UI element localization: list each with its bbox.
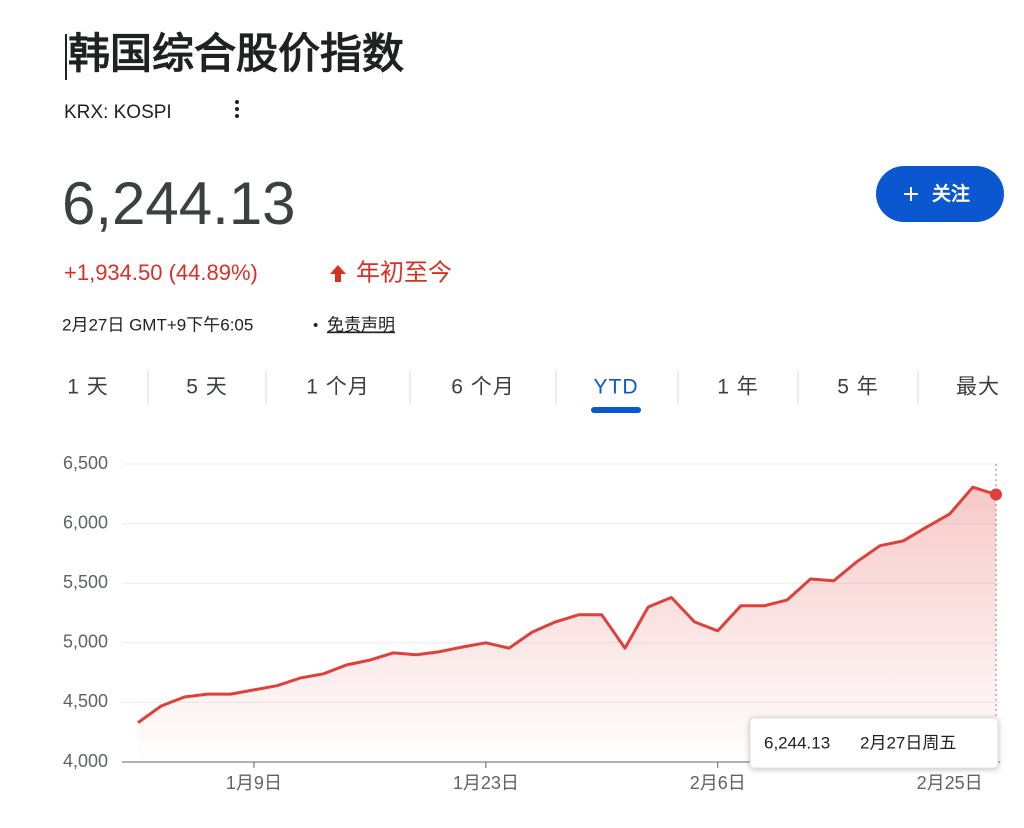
more-menu[interactable] (235, 100, 239, 118)
change: +1,934.50 (44.89%) (64, 260, 258, 285)
tooltip-box (749, 717, 999, 769)
follow-label[interactable]: 关注 (932, 182, 970, 205)
y-tick-label: 6,000 (63, 512, 108, 532)
y-tick-label: 5,000 (63, 632, 108, 652)
tooltip-value: 6,244.13 (764, 733, 830, 752)
range-tab[interactable]: YTD (594, 376, 639, 399)
separator: • (313, 317, 318, 334)
y-tick-label: 5,500 (63, 572, 108, 592)
tooltip: 6,244.13 2月27日周五 (749, 717, 999, 769)
range-tab[interactable]: 1 年 (717, 376, 759, 399)
y-tick-label: 4,000 (63, 751, 108, 771)
range-tab[interactable]: 1 个月 (306, 376, 370, 399)
disclaimer-link[interactable]: 免责声明 (327, 315, 395, 334)
chart: 4,000 4,500 5,000 5,500 6,000 6,500 1月9日 1月23日 2… (63, 453, 1002, 793)
up-arrow (330, 265, 346, 282)
y-tick-label: 4,500 (63, 691, 108, 711)
hover-point (990, 488, 1002, 501)
range-tab[interactable]: 6 个月 (451, 376, 515, 399)
title: 韩国综合股价指数 (68, 30, 404, 77)
range-tab[interactable]: 5 天 (186, 376, 228, 399)
change-period: 年初至今 (356, 259, 452, 286)
follow-button[interactable]: 关注 (876, 166, 1004, 222)
price: 6,244.13 (62, 170, 296, 237)
timestamp: 2月27日 GMT+9下午6:05 (62, 315, 253, 334)
area (138, 487, 996, 762)
range-tab[interactable]: 5 年 (837, 376, 879, 399)
x-tick-label: 2月25日 (917, 773, 983, 793)
x-tick-label: 1月23日 (453, 773, 519, 793)
range-tab[interactable]: 最大 (956, 376, 1000, 399)
tooltip-date: 2月27日周五 (860, 733, 956, 752)
ticker: KRX: KOSPI (64, 102, 172, 123)
x-tick-label: 2月6日 (690, 773, 746, 793)
range-tabs: 1 天 5 天 1 个月 6 个月 YTD 1 年 5 年 最大 (67, 370, 1000, 413)
active-tab-indicator (591, 407, 641, 413)
y-tick-label: 6,500 (63, 453, 108, 473)
line (137, 485, 997, 724)
x-tick-label: 1月9日 (226, 773, 282, 793)
range-tab[interactable]: 1 天 (67, 376, 109, 399)
